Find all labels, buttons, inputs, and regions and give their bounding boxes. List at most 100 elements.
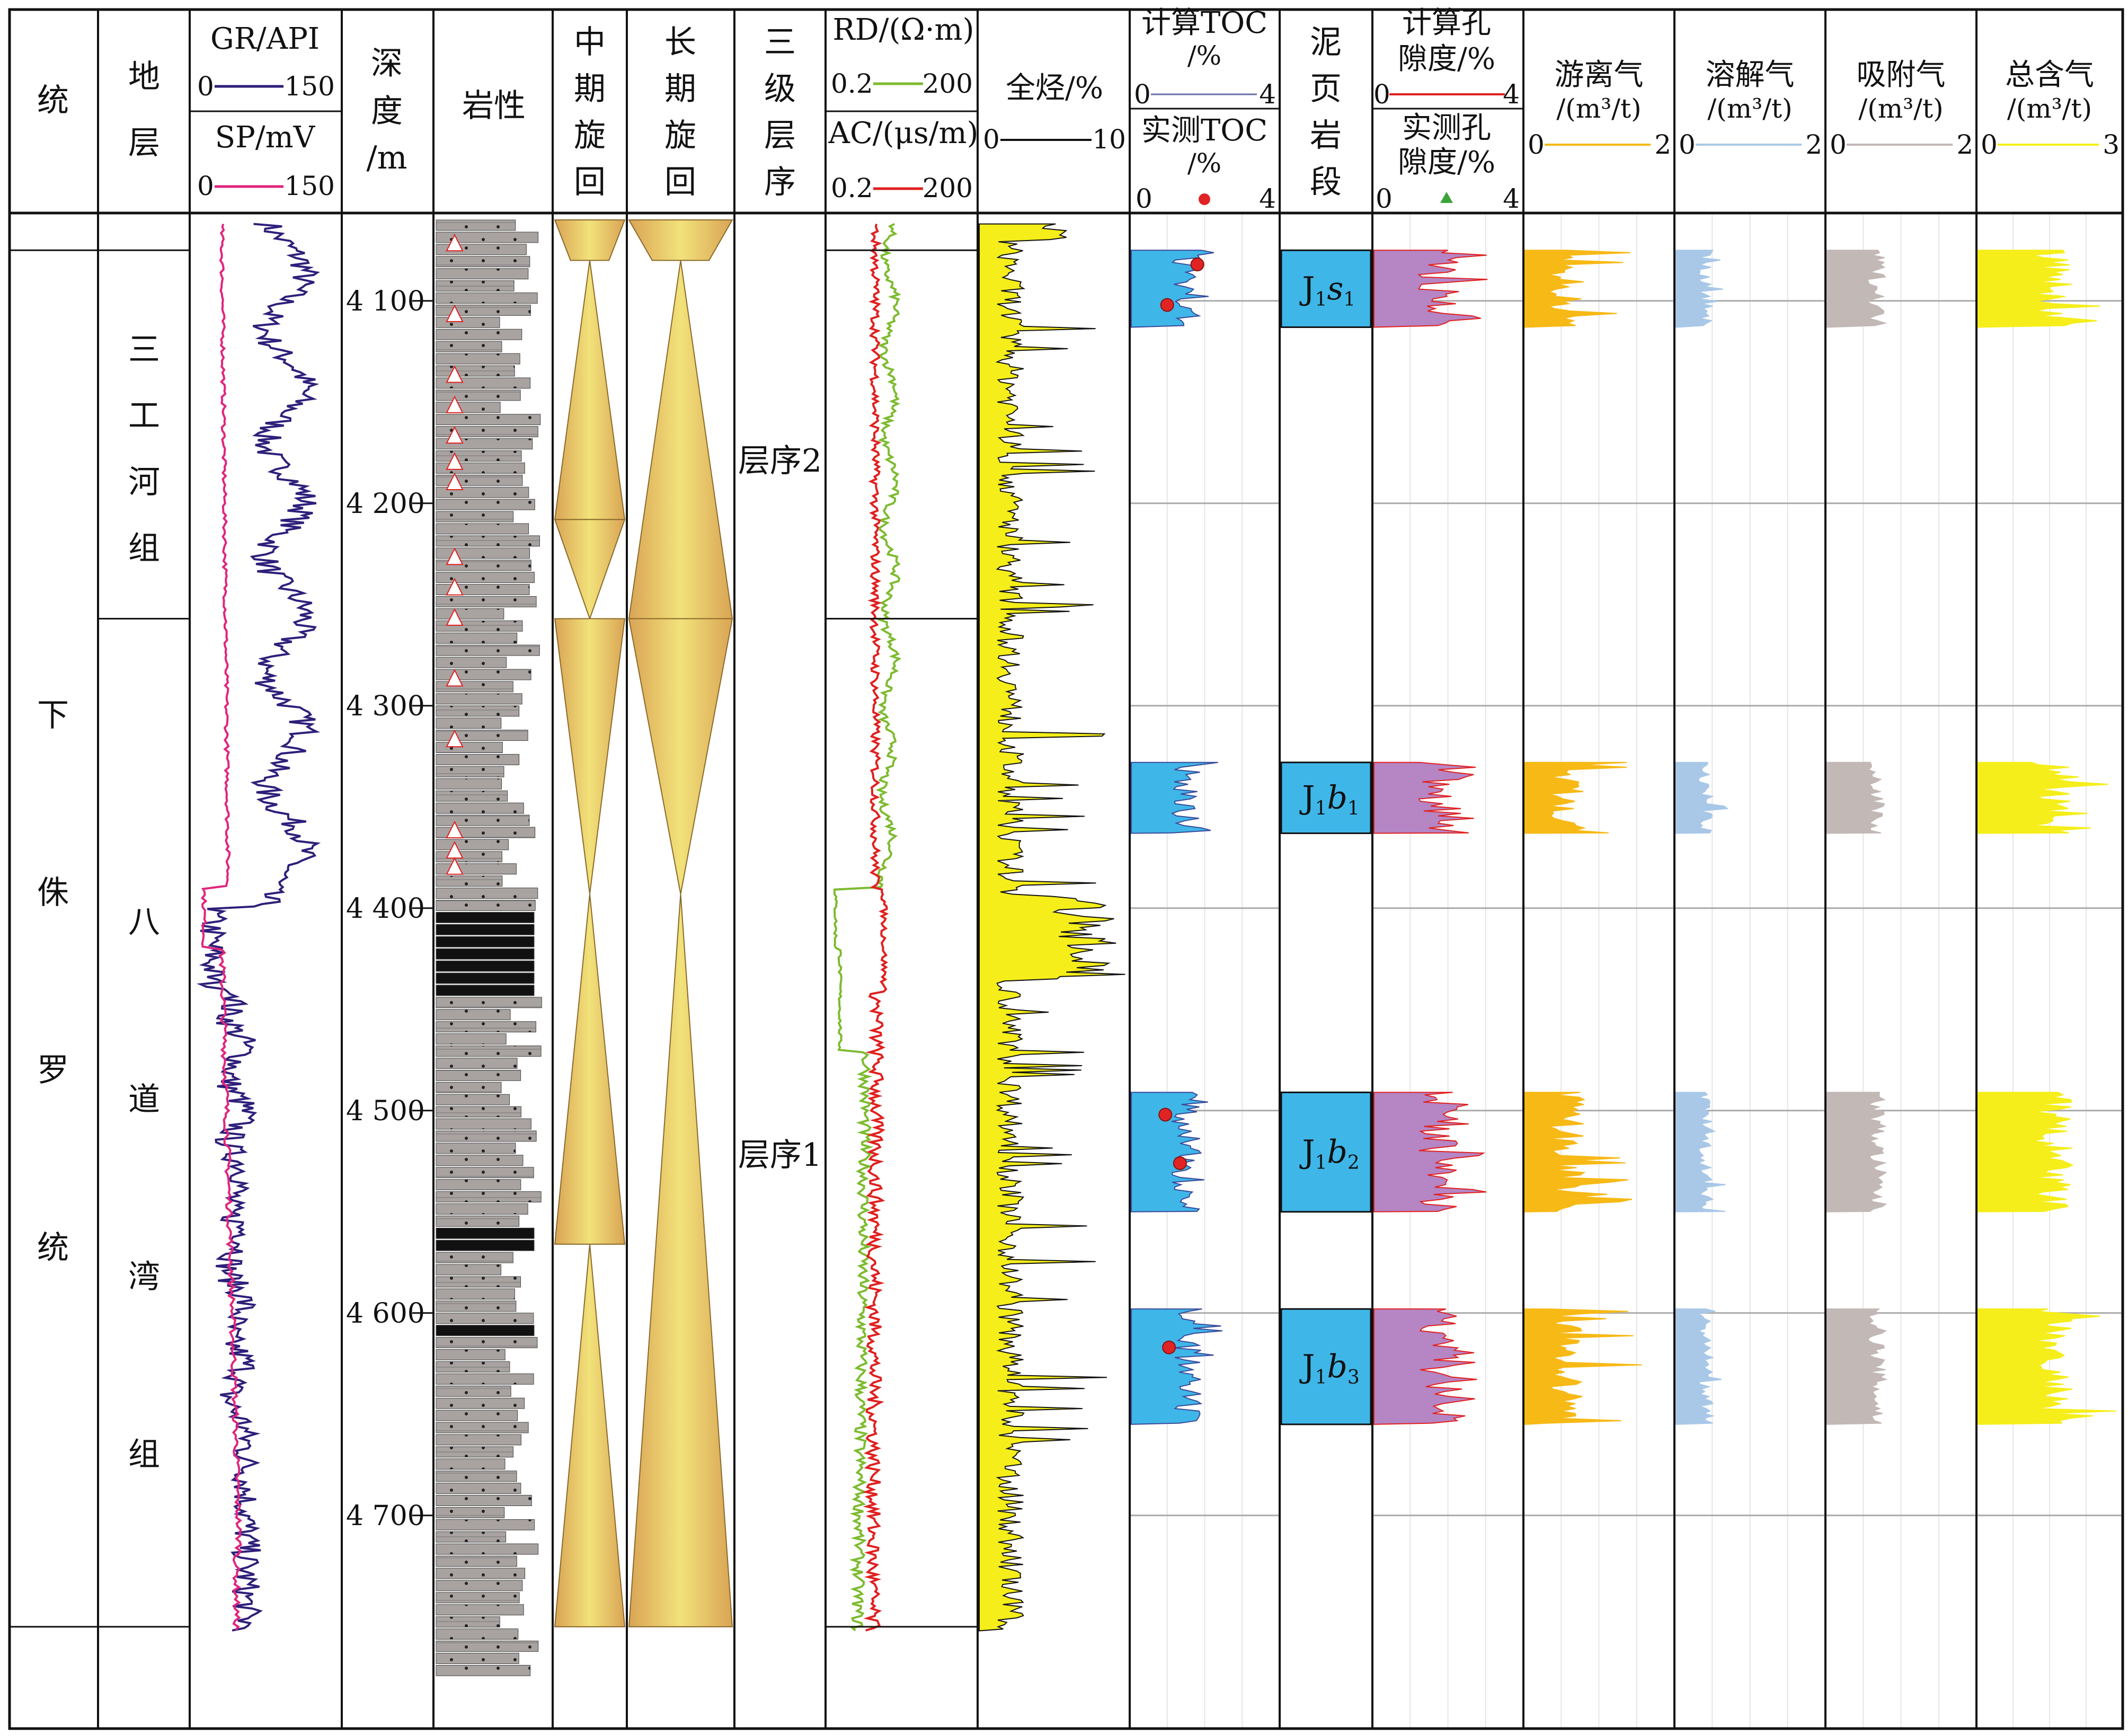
lithology-symbol <box>446 729 464 748</box>
gr-curve <box>196 223 321 1632</box>
sandstone-bed <box>436 718 502 729</box>
sandstone-bed <box>436 547 530 559</box>
long-cycle-triangle <box>628 219 733 261</box>
dissolved-gas-fill <box>1675 1092 1726 1212</box>
series-name-char: 统 <box>37 1229 69 1266</box>
sandstone-bed <box>436 705 520 717</box>
depth-tick-label: 4 400 <box>346 893 425 925</box>
long-cycle-triangle <box>628 618 733 894</box>
dissolved-gas-fill <box>1675 1308 1722 1425</box>
header-char: 级 <box>764 70 796 108</box>
sandstone-bed <box>436 450 522 462</box>
ac-min: 0.2 <box>831 173 873 203</box>
header-char: 期 <box>574 70 606 108</box>
sandstone-bed <box>436 1483 521 1494</box>
mid-cycle-triangle <box>554 519 626 621</box>
sandstone-bed <box>436 1155 524 1166</box>
sandstone-bed <box>436 1082 502 1093</box>
sandstone-bed <box>436 644 540 656</box>
free_gas-unit: /(m³/t) <box>1556 93 1641 124</box>
depth-tick-label: 4 500 <box>346 1095 425 1127</box>
header-formation: 地 层 <box>128 58 160 162</box>
formation-name-char: 八 <box>128 904 160 941</box>
sandstone-bed <box>436 1300 517 1312</box>
sandstone-bed <box>436 900 536 911</box>
lithology-symbol <box>446 472 464 490</box>
sandstone-bed <box>436 851 502 863</box>
toc-calc-label: 计算TOC <box>1141 6 1267 40</box>
lithology-symbol <box>446 233 464 252</box>
lithology-symbol <box>446 578 464 596</box>
dissolved_gas-max: 2 <box>1805 129 1822 160</box>
free_gas-max: 2 <box>1654 129 1671 160</box>
toc-meas-unit: /% <box>1187 148 1221 179</box>
header-char: 回 <box>574 164 606 201</box>
sandstone-bed <box>436 1033 507 1045</box>
sandstone-bed <box>436 1410 518 1421</box>
coal-bed <box>436 924 535 935</box>
shale-interval <box>1280 1091 1372 1213</box>
sandstone-bed <box>436 219 516 231</box>
sandstone-bed <box>436 1276 521 1288</box>
por-calc-fill <box>1373 761 1476 834</box>
dissolved-gas-fill <box>1675 250 1723 328</box>
por-calc-fill <box>1373 250 1488 328</box>
total-gas-fill <box>1978 761 2108 834</box>
svg-text:深: 深 <box>371 45 403 82</box>
sandstone-bed <box>436 1531 507 1543</box>
toc-calc-fill <box>1131 761 1218 834</box>
depth-tick-label: 4 100 <box>346 286 425 317</box>
header-char: 回 <box>664 164 696 201</box>
sandstone-bed <box>436 341 502 352</box>
formation-name-char: 湾 <box>128 1259 160 1296</box>
toc-calc-fill <box>1131 1092 1208 1212</box>
rd-max: 200 <box>923 68 973 99</box>
toc-calc-min: 0 <box>1134 79 1151 110</box>
mid-cycle-triangle <box>554 1244 626 1627</box>
sandstone-bed <box>436 1337 538 1349</box>
sandstone-bed <box>436 293 538 304</box>
sandstone-bed <box>436 1264 501 1276</box>
total_gas-min: 0 <box>1981 129 1998 160</box>
sandstone-bed <box>436 353 520 365</box>
sp-max: 150 <box>285 171 335 201</box>
sandstone-bed <box>436 1069 521 1081</box>
total-hc-fill <box>979 223 1125 1632</box>
adsorbed_gas-max: 2 <box>1956 129 1973 160</box>
header-char: 期 <box>664 70 696 108</box>
ac-label: AC/(μs/m) <box>828 116 979 150</box>
sandstone-bed <box>436 1628 519 1640</box>
lithology-symbol <box>446 395 464 413</box>
toc-measured-point <box>1190 258 1204 272</box>
mid-cycle-triangle <box>554 260 626 520</box>
hc-label: 全烃/% <box>1006 71 1103 105</box>
adsorbed_gas-min: 0 <box>1830 129 1847 160</box>
formation-name-char: 道 <box>128 1081 160 1118</box>
adsorbed_gas-label: 吸附气 <box>1857 58 1946 92</box>
sandstone-bed <box>436 1130 537 1142</box>
adsorbed-gas-fill <box>1826 1308 1888 1425</box>
adsorbed-gas-fill <box>1826 250 1887 328</box>
total-gas-fill <box>1978 1092 2074 1212</box>
sandstone-bed <box>436 1397 525 1409</box>
sandstone-bed <box>436 389 521 401</box>
header-char: 旋 <box>664 117 696 154</box>
toc-measured-point <box>1160 298 1174 312</box>
sandstone-bed <box>436 839 509 851</box>
sandstone-bed <box>436 1519 535 1530</box>
dissolved_gas-unit: /(m³/t) <box>1707 93 1792 124</box>
rd-label: RD/(Ω·m) <box>833 13 974 47</box>
sandstone-bed <box>436 1361 510 1372</box>
sandstone-bed <box>436 1446 514 1458</box>
sandstone-bed <box>436 304 531 316</box>
dissolved_gas-min: 0 <box>1679 129 1696 160</box>
sp-curve <box>200 224 242 1631</box>
track-headers: 统 地 层 GR/API 0 150 SP/mV 0 150 深 度 /m 岩性… <box>37 6 2120 214</box>
toc-meas-max: 4 <box>1259 183 1276 214</box>
coal-bed <box>436 985 535 996</box>
header-char: 旋 <box>574 117 606 154</box>
formation-name-char: 组 <box>128 530 160 567</box>
sandstone-bed <box>436 875 503 887</box>
lithology-symbol <box>446 820 464 838</box>
